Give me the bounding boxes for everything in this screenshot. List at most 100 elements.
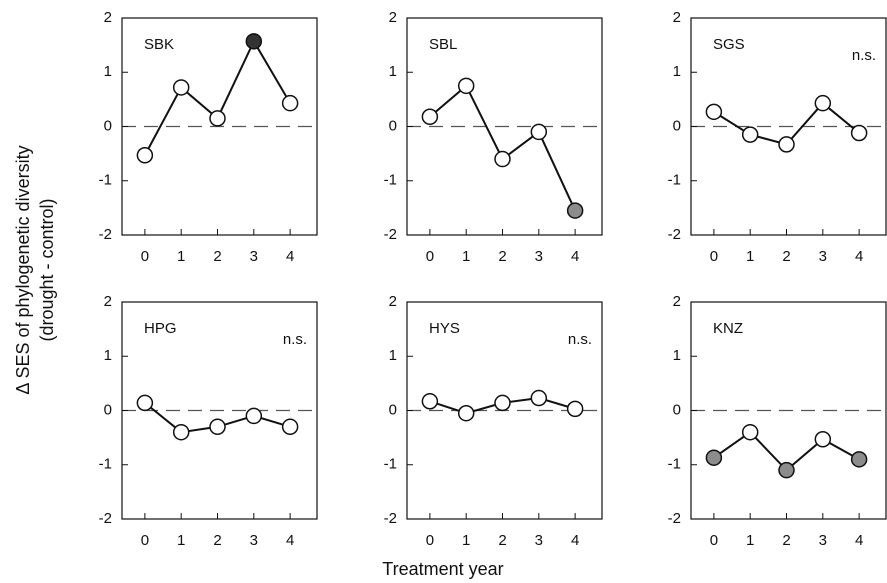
- data-point: [705, 103, 723, 121]
- x-tick-label: 1: [177, 532, 185, 549]
- data-point: [245, 33, 263, 50]
- panel-title: KNZ: [713, 320, 743, 337]
- data-point: [421, 393, 439, 410]
- x-tick-label: 0: [426, 532, 434, 549]
- x-tick-label: 0: [426, 248, 434, 265]
- data-point: [566, 400, 584, 418]
- data-point: [850, 124, 868, 142]
- x-tick-label: 3: [819, 532, 827, 549]
- data-point: [494, 394, 511, 412]
- y-tick-label: 0: [104, 117, 112, 134]
- y-tick-label: 2: [673, 9, 681, 26]
- y-tick-label: -1: [99, 172, 112, 189]
- data-line: [143, 39, 291, 156]
- y-axis-label: Δ SES of phylogenetic diversity: [13, 145, 33, 394]
- y-tick-label: -2: [99, 510, 112, 527]
- data-point: [566, 202, 584, 219]
- panel-title: HPG: [144, 320, 177, 337]
- data-point: [741, 126, 759, 143]
- y-tick-label: 1: [673, 347, 681, 364]
- data-point: [814, 94, 832, 112]
- panel-title: SBK: [144, 36, 174, 53]
- data-line: [429, 84, 577, 212]
- x-tick-label: 4: [571, 532, 579, 549]
- data-point: [778, 136, 795, 153]
- x-tick-label: 2: [498, 532, 506, 549]
- panel-title: SBL: [429, 36, 457, 53]
- y-tick-label: 2: [389, 293, 397, 310]
- panel-title: HYS: [429, 320, 460, 337]
- y-tick-label: 0: [673, 401, 681, 418]
- y-tick-label: 1: [104, 347, 112, 364]
- y-axis-label: (drought - control): [37, 198, 57, 341]
- y-tick-label: 2: [104, 9, 112, 26]
- data-point: [209, 418, 226, 436]
- x-tick-label: 4: [855, 248, 863, 265]
- data-point: [457, 404, 475, 422]
- y-tick-label: 0: [104, 401, 112, 418]
- x-tick-label: 1: [746, 248, 754, 265]
- data-point: [421, 108, 439, 125]
- data-point: [209, 110, 226, 127]
- x-tick-label: 2: [782, 248, 790, 265]
- x-axis-label: Treatment year: [382, 559, 503, 579]
- x-tick-label: 1: [462, 532, 470, 549]
- x-tick-label: 3: [250, 248, 258, 265]
- x-tick-label: 3: [535, 248, 543, 265]
- y-tick-label: -2: [99, 226, 112, 243]
- x-tick-label: 2: [213, 248, 221, 265]
- x-tick-label: 4: [286, 532, 294, 549]
- annotation: n.s.: [283, 331, 307, 348]
- y-tick-label: 2: [104, 293, 112, 310]
- x-tick-label: 1: [462, 248, 470, 265]
- y-tick-label: -1: [384, 456, 397, 473]
- y-tick-label: 1: [673, 63, 681, 80]
- x-tick-label: 0: [710, 532, 718, 549]
- y-tick-label: -2: [668, 226, 681, 243]
- data-point: [172, 79, 190, 96]
- data-point: [494, 150, 511, 168]
- x-tick-label: 1: [177, 248, 185, 265]
- x-tick-label: 3: [819, 248, 827, 265]
- data-point: [457, 77, 475, 95]
- data-point: [281, 418, 299, 436]
- y-tick-label: -1: [668, 172, 681, 189]
- y-tick-label: -1: [384, 172, 397, 189]
- x-tick-label: 0: [141, 532, 149, 549]
- x-tick-label: 4: [286, 248, 294, 265]
- data-point: [136, 394, 154, 412]
- x-tick-label: 2: [213, 532, 221, 549]
- data-point: [245, 407, 263, 425]
- panel-title: SGS: [713, 36, 745, 53]
- data-point: [850, 451, 868, 468]
- y-tick-label: 1: [389, 347, 397, 364]
- y-tick-label: -2: [384, 226, 397, 243]
- y-tick-label: 0: [673, 117, 681, 134]
- y-tick-label: 1: [389, 63, 397, 80]
- y-tick-label: 0: [389, 117, 397, 134]
- data-point: [705, 449, 723, 466]
- y-tick-label: -2: [384, 510, 397, 527]
- x-tick-label: 2: [498, 248, 506, 265]
- y-tick-label: 2: [673, 293, 681, 310]
- data-point: [778, 461, 795, 479]
- data-point: [172, 423, 190, 441]
- annotation: n.s.: [852, 47, 876, 64]
- annotation: n.s.: [568, 331, 592, 348]
- y-tick-label: 2: [389, 9, 397, 26]
- x-tick-label: 4: [855, 532, 863, 549]
- x-tick-label: 3: [250, 532, 258, 549]
- x-tick-label: 2: [782, 532, 790, 549]
- x-tick-label: 4: [571, 248, 579, 265]
- y-tick-label: 0: [389, 401, 397, 418]
- y-tick-label: -2: [668, 510, 681, 527]
- x-tick-label: 1: [746, 532, 754, 549]
- data-point: [814, 431, 832, 448]
- data-point: [741, 423, 759, 441]
- x-tick-label: 0: [141, 248, 149, 265]
- data-point: [530, 123, 548, 141]
- x-tick-label: 0: [710, 248, 718, 265]
- y-tick-label: -1: [99, 456, 112, 473]
- data-point: [281, 94, 299, 112]
